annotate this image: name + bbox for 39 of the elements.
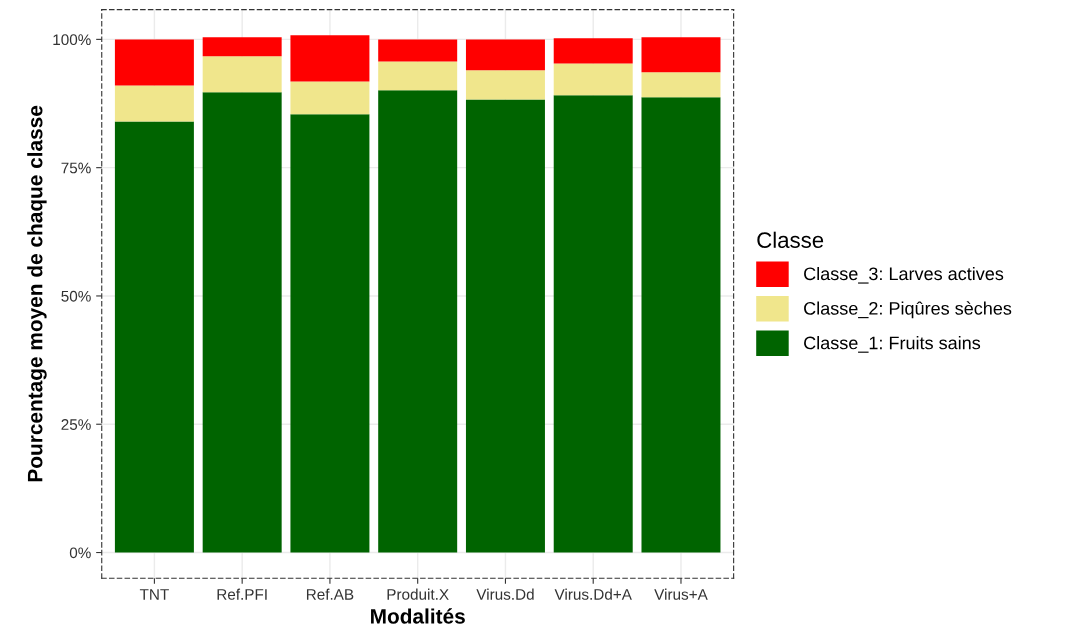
y-axis-title: Pourcentage moyen de chaque classe [27, 105, 47, 482]
bar [290, 81, 370, 115]
x-tick-label: TNT [139, 589, 169, 600]
x-tick-label: Virus.Dd [476, 588, 534, 600]
y-tick-label: 50% [61, 290, 91, 302]
bar [114, 85, 194, 122]
legend-label: Classe_3: Larves actives [804, 266, 1004, 284]
x-tick-label: Ref.PFI [217, 588, 267, 600]
x-tick-label: Ref.AB [306, 588, 354, 600]
bar [465, 70, 545, 100]
bar [114, 121, 194, 553]
bar [202, 37, 282, 57]
bar [290, 35, 370, 82]
bar [641, 97, 721, 553]
x-axis-title: Modalités [371, 608, 465, 624]
x-tick-label: Virus+A [654, 588, 708, 600]
bar [465, 99, 545, 553]
bar [465, 39, 545, 71]
y-tick-label: 75% [61, 162, 91, 174]
bar [202, 92, 282, 553]
bar [290, 114, 370, 553]
legend-label: Classe_1: Fruits sains [804, 336, 981, 353]
legend-title: Classe [757, 231, 824, 248]
bar [202, 56, 282, 93]
bar [641, 72, 721, 98]
y-tick-label: 0% [69, 547, 91, 559]
y-tick-label: 100% [53, 34, 91, 46]
bar [378, 39, 458, 62]
bar [553, 63, 633, 96]
bar [641, 37, 721, 73]
x-tick-label: Produit.X [387, 588, 449, 600]
bar [378, 90, 458, 553]
legend-label: Classe_2: Piqûres sèches [804, 301, 1012, 319]
bar [378, 61, 458, 91]
y-tick-label: 25% [61, 419, 91, 430]
bar [553, 95, 633, 553]
bar [114, 39, 194, 86]
bar [553, 38, 633, 64]
x-tick-label: Virus.Dd+A [554, 588, 632, 600]
